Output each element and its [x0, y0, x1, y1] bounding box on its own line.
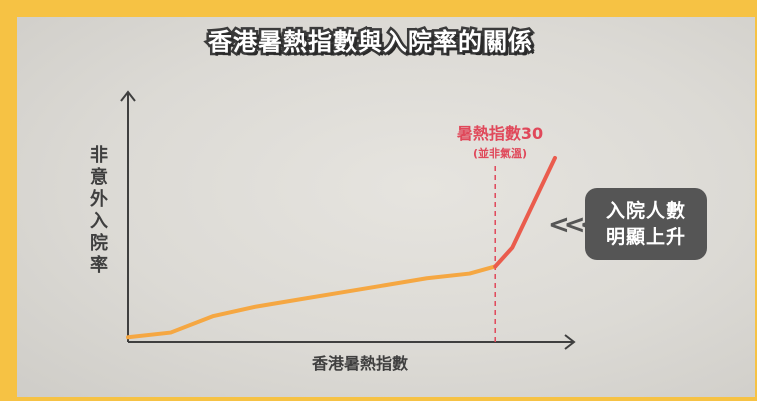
chart-title-wrap: 香港暑熱指數與入院率的關係	[148, 14, 593, 64]
x-axis-label: 香港暑熱指數	[311, 354, 408, 373]
x-axis-arrow	[564, 334, 576, 350]
threshold-label: 暑熱指數30	[456, 124, 544, 143]
callout-box: 入院人數 明顯上升	[585, 188, 707, 260]
callout-line-2: 明顯上升	[605, 226, 686, 248]
series-line-group	[126, 155, 557, 340]
chart-axes	[120, 90, 576, 350]
threshold-sublabel: (並非氣溫)	[472, 147, 528, 160]
chart-title: 香港暑熱指數與入院率的關係	[206, 25, 535, 58]
y-axis-arrow	[120, 90, 136, 102]
y-axis-label: 非意外入院率	[90, 145, 108, 276]
callout-line-1: 入院人數	[605, 200, 686, 222]
series-line-rising	[493, 155, 557, 269]
series-line	[126, 264, 498, 340]
